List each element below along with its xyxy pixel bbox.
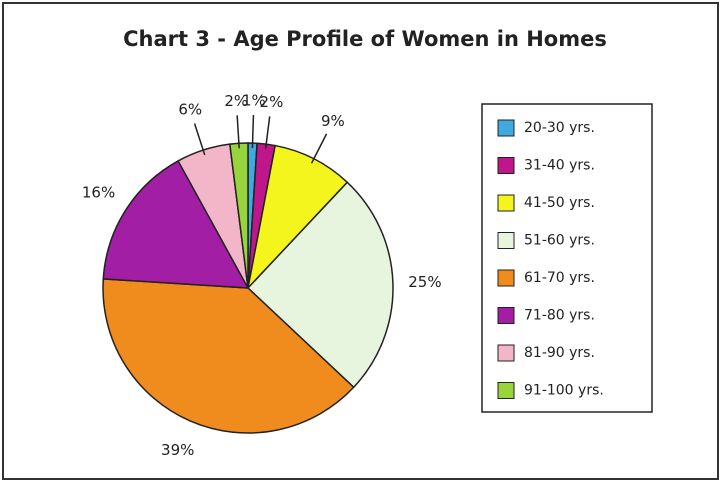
legend-box (481, 103, 653, 413)
legend-label: 61-70 yrs. (524, 270, 595, 286)
pie-slice (102, 159, 250, 289)
leader-line (236, 115, 240, 149)
legend-label: 41-50 yrs. (524, 195, 595, 211)
data-label: 39% (161, 441, 194, 459)
leader-line (264, 116, 271, 150)
data-label: 6% (178, 101, 202, 119)
legend-swatch (497, 382, 515, 399)
legend-swatch (497, 157, 515, 174)
chart-title: Chart 3 - Age Profile of Women in Homes (123, 27, 607, 51)
legend-label: 71-80 yrs. (524, 308, 595, 324)
leader-line (310, 133, 328, 164)
leader-line (193, 123, 206, 156)
data-label: 25% (408, 273, 441, 291)
legend-swatch (497, 194, 515, 212)
legend-swatch (497, 307, 515, 324)
pie-slice (246, 181, 394, 389)
legend-label: 81-90 yrs. (524, 345, 595, 361)
legend-swatch (497, 119, 515, 137)
legend-swatch (497, 344, 515, 362)
leader-line (251, 115, 255, 149)
legend-label: 31-40 yrs. (524, 158, 595, 174)
data-label: 1% (242, 92, 266, 110)
legend-swatch (497, 269, 515, 287)
data-label: 2% (224, 92, 248, 110)
legend-swatch (497, 232, 515, 249)
data-label: 2% (260, 93, 284, 111)
data-label: 16% (82, 184, 115, 202)
data-label: 9% (321, 112, 345, 130)
legend-label: 20-30 yrs. (524, 120, 595, 136)
pie-slice (102, 278, 355, 434)
legend-label: 51-60 yrs. (524, 233, 595, 249)
legend-label: 91-100 yrs. (524, 383, 604, 399)
